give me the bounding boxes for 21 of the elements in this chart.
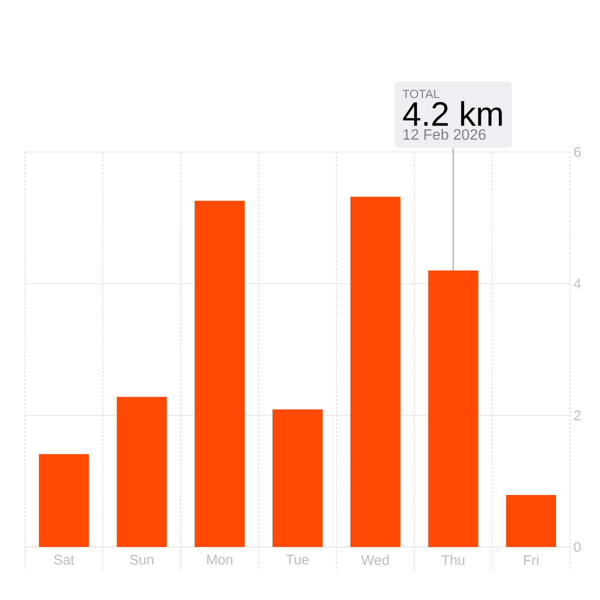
bar [506, 494, 556, 547]
y-tick-label: 0 [574, 542, 581, 552]
annotation: 4.2 km [403, 101, 502, 126]
x-tick-label: Sat [54, 554, 74, 565]
x-tick-label: Sun [130, 554, 154, 565]
bar [428, 270, 478, 547]
text: TOTAL [402, 90, 440, 98]
bar [272, 409, 323, 547]
x-tick-label: Wed [361, 554, 389, 566]
y-tick-label: 4 [574, 278, 581, 288]
x-tick-label: Mon [207, 554, 232, 565]
x-tick-label: Thu [442, 554, 464, 566]
y-tick-label: 6 [574, 147, 581, 157]
bar [116, 396, 167, 547]
bar [194, 200, 245, 547]
x-tick-label: Fri [524, 554, 538, 565]
x-tick-label: Tue [286, 554, 309, 565]
bar [350, 196, 400, 547]
y-tick-label: 2 [574, 410, 581, 420]
bar [38, 454, 89, 547]
text: 12 Feb 2026 [404, 128, 486, 140]
